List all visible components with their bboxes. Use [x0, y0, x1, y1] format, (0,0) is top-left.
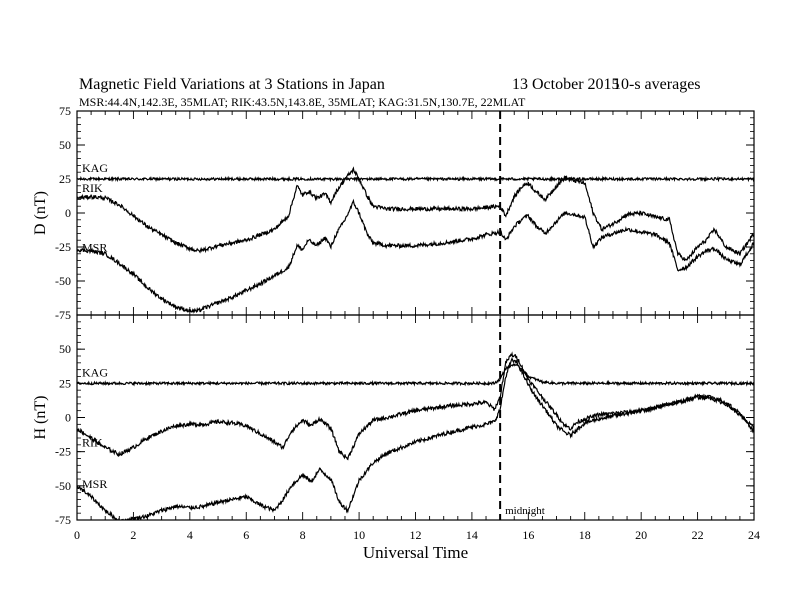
d-series-label-kag: KAG — [82, 161, 108, 175]
x-tick-label: 0 — [74, 528, 80, 542]
h-series-label-kag: KAG — [82, 365, 108, 379]
h-series-msr-line — [77, 357, 754, 520]
d-component-panel: 75 50 25 0 -25 -50 -75 D (nT) KAG RIK MSR — [32, 104, 755, 322]
d-series-msr-line — [77, 198, 754, 314]
d-ytick-label: 0 — [65, 206, 71, 220]
x-tick-label: 12 — [410, 528, 422, 542]
h-ytick-label: -50 — [55, 479, 71, 493]
h-ytick-label: 25 — [59, 376, 71, 390]
d-y-axis-title: D (nT) — [32, 191, 49, 235]
midnight-label: midnight — [505, 505, 545, 517]
h-series-kag-line — [77, 362, 754, 387]
x-tick-label: 20 — [635, 528, 647, 542]
d-ytick-label: 50 — [59, 138, 71, 152]
d-series-kag-line — [77, 175, 754, 183]
h-series-label-rik: RIK — [82, 435, 103, 449]
d-ytick-label: -50 — [55, 274, 71, 288]
chart-date: 13 October 2015 — [512, 76, 620, 93]
x-tick-label: 6 — [243, 528, 249, 542]
x-tick-label: 2 — [130, 528, 136, 542]
d-series-label-msr: MSR — [82, 241, 107, 255]
x-tick-label: 24 — [748, 528, 760, 542]
x-tick-label: 16 — [522, 528, 534, 542]
x-tick-label: 14 — [466, 528, 478, 542]
d-panel-frame — [76, 110, 755, 316]
x-tick-label: 10 — [353, 528, 365, 542]
h-ytick-label: 0 — [65, 411, 71, 425]
h-ytick-label: -75 — [55, 513, 71, 527]
h-y-axis-title: H (nT) — [32, 396, 49, 440]
x-axis: 0 2 4 6 8 10 12 14 16 18 20 22 24 — [74, 528, 760, 542]
x-tick-label: 18 — [579, 528, 591, 542]
chart-title: Magnetic Field Variations at 3 Stations … — [79, 76, 385, 93]
d-ytick-label: 25 — [59, 172, 71, 186]
h-ytick-label: -25 — [55, 445, 71, 459]
d-series-rik-line — [77, 166, 754, 262]
h-series-label-msr: MSR — [82, 477, 107, 491]
x-tick-label: 8 — [300, 528, 306, 542]
chart-subtitle: MSR:44.4N,142.3E, 35MLAT; RIK:43.5N,143.… — [79, 95, 526, 109]
d-ytick-label: 75 — [59, 104, 71, 118]
h-panel-frame — [76, 314, 755, 521]
d-ytick-label: -75 — [55, 308, 71, 322]
h-component-panel: 50 25 0 -25 -50 -75 H (nT) KAG RIK MSR — [32, 314, 755, 527]
x-tick-label: 4 — [187, 528, 193, 542]
d-ytick-label: -25 — [55, 240, 71, 254]
x-tick-label: 22 — [692, 528, 704, 542]
d-series-label-rik: RIK — [82, 181, 103, 195]
chart-averaging: 10-s averages — [613, 76, 701, 93]
x-axis-title: Universal Time — [363, 543, 468, 562]
h-ytick-label: 50 — [59, 342, 71, 356]
